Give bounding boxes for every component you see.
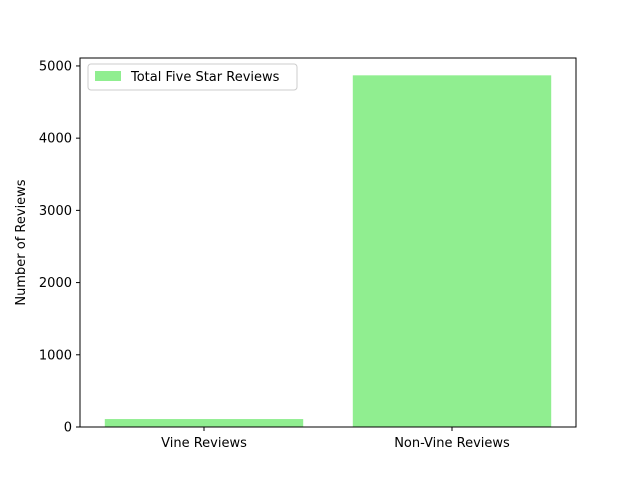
x-tick-label: Vine Reviews: [161, 436, 247, 451]
y-tick-label: 5000: [39, 59, 72, 74]
legend: Total Five Star Reviews: [87, 63, 298, 91]
legend-box: [87, 63, 298, 91]
y-axis-ticks: 0 1000 2000 3000 4000 5000: [39, 59, 80, 436]
y-tick-label: 1000: [39, 348, 72, 363]
plot-frame: [79, 57, 577, 428]
x-tick-label: Non-Vine Reviews: [394, 436, 510, 451]
bars-group: [104, 75, 552, 428]
y-tick-label: 4000: [39, 132, 72, 147]
legend-swatch: [95, 71, 121, 81]
bar-vine-reviews: [104, 419, 304, 427]
y-tick-label: 0: [64, 421, 72, 436]
x-axis-ticks: Vine Reviews Non-Vine Reviews: [161, 427, 510, 451]
bar-non-vine-reviews: [352, 75, 552, 428]
y-tick-label: 3000: [39, 204, 72, 219]
y-tick-label: 2000: [39, 276, 72, 291]
y-axis-label: Number of Reviews: [14, 179, 29, 305]
legend-label: Total Five Star Reviews: [130, 70, 280, 85]
